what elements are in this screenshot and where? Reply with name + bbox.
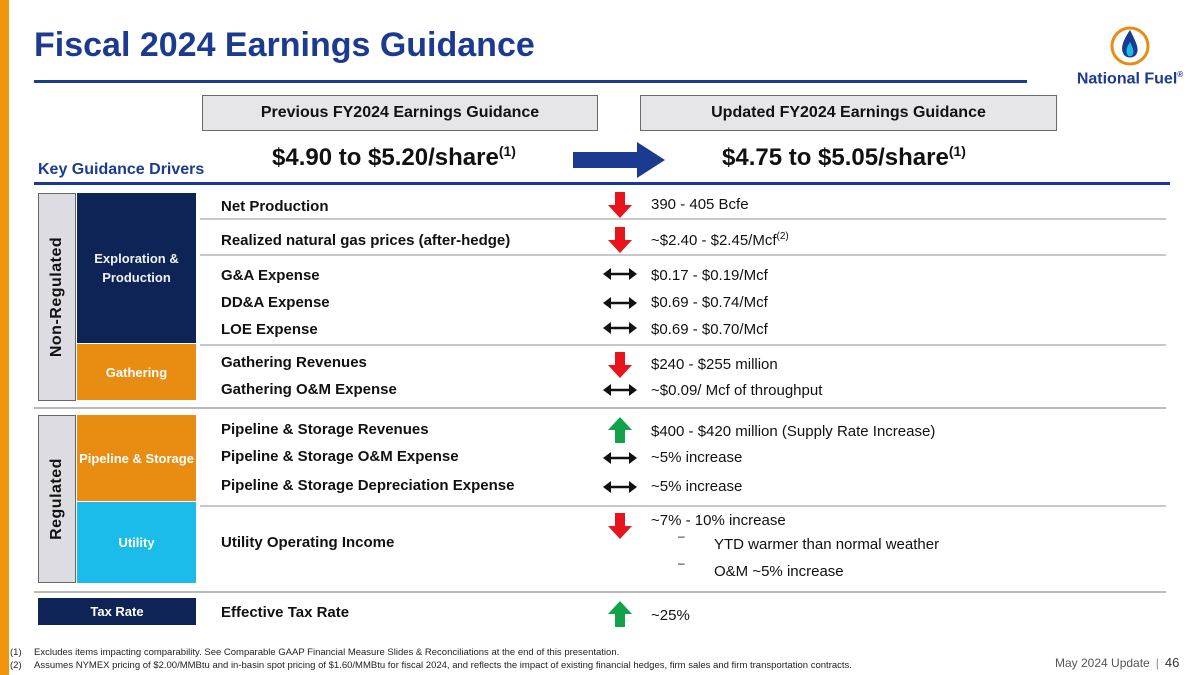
driver-label: Net Production	[221, 198, 329, 215]
non-regulated-group: Non-Regulated	[38, 193, 76, 401]
driver-value: ~$0.09/ Mcf of throughput	[651, 382, 823, 399]
down-arrow-icon	[608, 227, 632, 253]
driver-value: ~5% increase	[651, 449, 743, 466]
right-arrow-icon	[573, 142, 665, 178]
segment-pipeline-storage: Pipeline & Storage	[77, 415, 196, 501]
driver-label: Pipeline & Storage O&M Expense	[221, 448, 459, 465]
driver-value: ~5% increase	[651, 478, 743, 495]
driver-value: $240 - $255 million	[651, 356, 778, 373]
driver-value: $0.69 - $0.74/Mcf	[651, 294, 768, 311]
row-divider	[200, 254, 1166, 256]
group-divider	[34, 407, 1166, 409]
unchanged-arrow-icon	[603, 384, 637, 396]
driver-label: Effective Tax Rate	[221, 604, 350, 621]
bullet-dash: –	[678, 556, 685, 570]
driver-label: Gathering Revenues	[221, 354, 367, 371]
footnote: (2) Assumes NYMEX pricing of $2.00/MMBtu …	[10, 660, 852, 671]
segment-utility: Utility	[77, 502, 196, 583]
driver-label: Realized natural gas prices (after-hedge…	[221, 232, 511, 249]
updated-guidance-value: $4.75 to $5.05/share(1)	[722, 143, 966, 171]
previous-guidance-value: $4.90 to $5.20/share(1)	[272, 143, 516, 171]
bullet-dash: –	[678, 529, 685, 543]
flame-icon	[1110, 26, 1150, 66]
unchanged-arrow-icon	[603, 481, 637, 493]
row-divider	[200, 218, 1166, 220]
driver-label: Utility Operating Income	[221, 534, 395, 551]
driver-bullet: O&M ~5% increase	[714, 563, 844, 580]
unchanged-arrow-icon	[603, 268, 637, 280]
driver-value: ~$2.40 - $2.45/Mcf(2)	[651, 231, 789, 249]
driver-label: Pipeline & Storage Depreciation Expense	[221, 477, 515, 494]
unchanged-arrow-icon	[603, 452, 637, 464]
regulated-label: Regulated	[48, 458, 65, 540]
segment-tax-rate: Tax Rate	[38, 598, 196, 625]
regulated-group: Regulated	[38, 415, 76, 583]
footnote: (1) Excludes items impacting comparabilit…	[10, 647, 620, 658]
segment-gathering: Gathering	[77, 344, 196, 400]
non-regulated-label: Non-Regulated	[48, 236, 65, 358]
up-arrow-icon	[608, 601, 632, 627]
down-arrow-icon	[608, 513, 632, 539]
driver-bullet: YTD warmer than normal weather	[714, 536, 940, 553]
driver-label: LOE Expense	[221, 321, 318, 338]
page-title: Fiscal 2024 Earnings Guidance	[34, 26, 535, 64]
driver-label: DD&A Expense	[221, 294, 330, 311]
driver-value: $400 - $420 million (Supply Rate Increas…	[651, 423, 936, 440]
unchanged-arrow-icon	[603, 322, 637, 334]
driver-label: Pipeline & Storage Revenues	[221, 421, 429, 438]
driver-value: ~7% - 10% increase	[651, 512, 786, 529]
updated-guidance-header: Updated FY2024 Earnings Guidance	[640, 95, 1057, 131]
company-logo: National Fuel®	[1070, 24, 1190, 94]
driver-value: 390 - 405 Bcfe	[651, 196, 749, 213]
down-arrow-icon	[608, 352, 632, 378]
driver-value: ~25%	[651, 607, 690, 624]
row-divider	[200, 505, 1166, 507]
up-arrow-icon	[608, 417, 632, 443]
group-divider	[34, 591, 1166, 593]
logo-wordmark: National Fuel®	[1076, 70, 1184, 88]
row-divider	[200, 344, 1166, 346]
accent-bar	[0, 0, 9, 675]
key-drivers-divider	[34, 182, 1170, 185]
driver-value: $0.69 - $0.70/Mcf	[651, 321, 768, 338]
title-divider	[34, 80, 1027, 83]
previous-guidance-header: Previous FY2024 Earnings Guidance	[202, 95, 598, 131]
page-number: 46	[1164, 655, 1180, 670]
unchanged-arrow-icon	[603, 297, 637, 309]
segment-exploration-production: Exploration & Production	[77, 193, 196, 343]
key-drivers-heading: Key Guidance Drivers	[38, 161, 205, 178]
down-arrow-icon	[608, 192, 632, 218]
driver-label: Gathering O&M Expense	[221, 381, 397, 398]
page-footer: May 2024 Update | 46	[1055, 655, 1180, 670]
driver-value: $0.17 - $0.19/Mcf	[651, 267, 768, 284]
driver-label: G&A Expense	[221, 267, 320, 284]
